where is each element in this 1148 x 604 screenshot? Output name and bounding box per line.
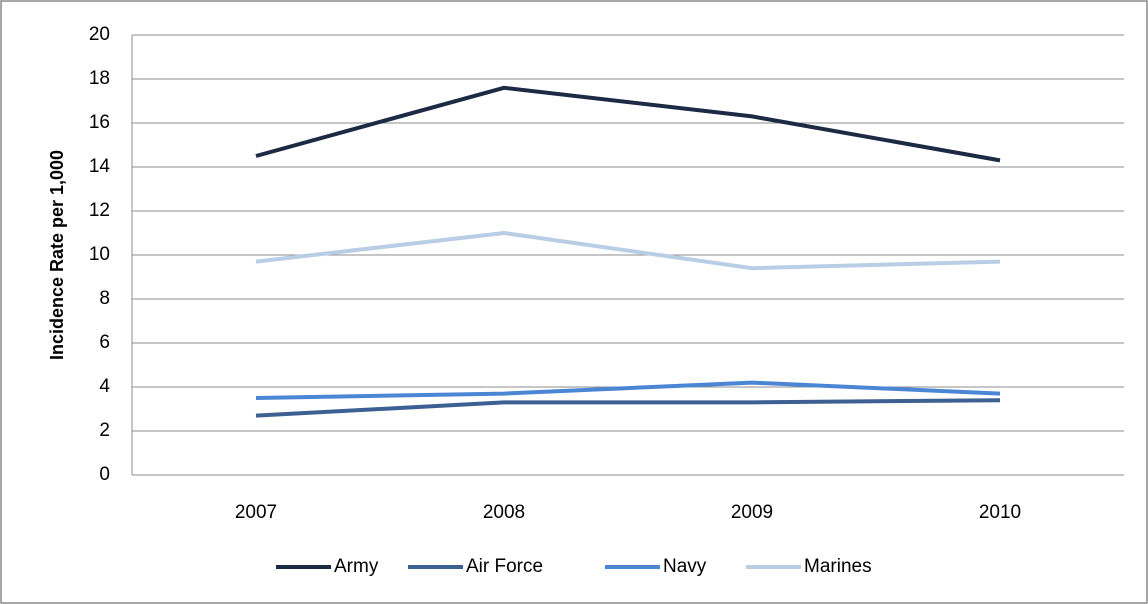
y-tick-label: 10 xyxy=(89,244,110,265)
x-tick-label: 2009 xyxy=(731,502,773,523)
legend-label: Air Force xyxy=(466,556,543,577)
legend-label: Army xyxy=(334,556,379,577)
x-tick-label: 2010 xyxy=(979,502,1021,523)
y-tick-label: 0 xyxy=(99,464,110,485)
series-line xyxy=(255,380,1001,400)
legend-label: Marines xyxy=(804,556,872,577)
y-tick-label: 20 xyxy=(89,24,110,45)
y-tick-label: 8 xyxy=(99,288,110,309)
y-tick-label: 14 xyxy=(89,156,111,177)
x-tick-label: 2007 xyxy=(235,502,277,523)
y-axis-label: Incidence Rate per 1,000 xyxy=(47,150,67,360)
y-tick-label: 12 xyxy=(89,200,110,221)
legend-label: Navy xyxy=(663,556,707,577)
y-tick-label: 18 xyxy=(89,68,110,89)
y-tick-label: 2 xyxy=(99,420,110,441)
series-line xyxy=(255,85,1001,163)
y-tick-label: 6 xyxy=(99,332,110,353)
series-line xyxy=(255,398,1001,418)
x-tick-label: 2008 xyxy=(483,502,525,523)
series-line xyxy=(255,231,1001,271)
y-tick-label: 4 xyxy=(99,376,110,397)
y-tick-label: 16 xyxy=(89,112,110,133)
